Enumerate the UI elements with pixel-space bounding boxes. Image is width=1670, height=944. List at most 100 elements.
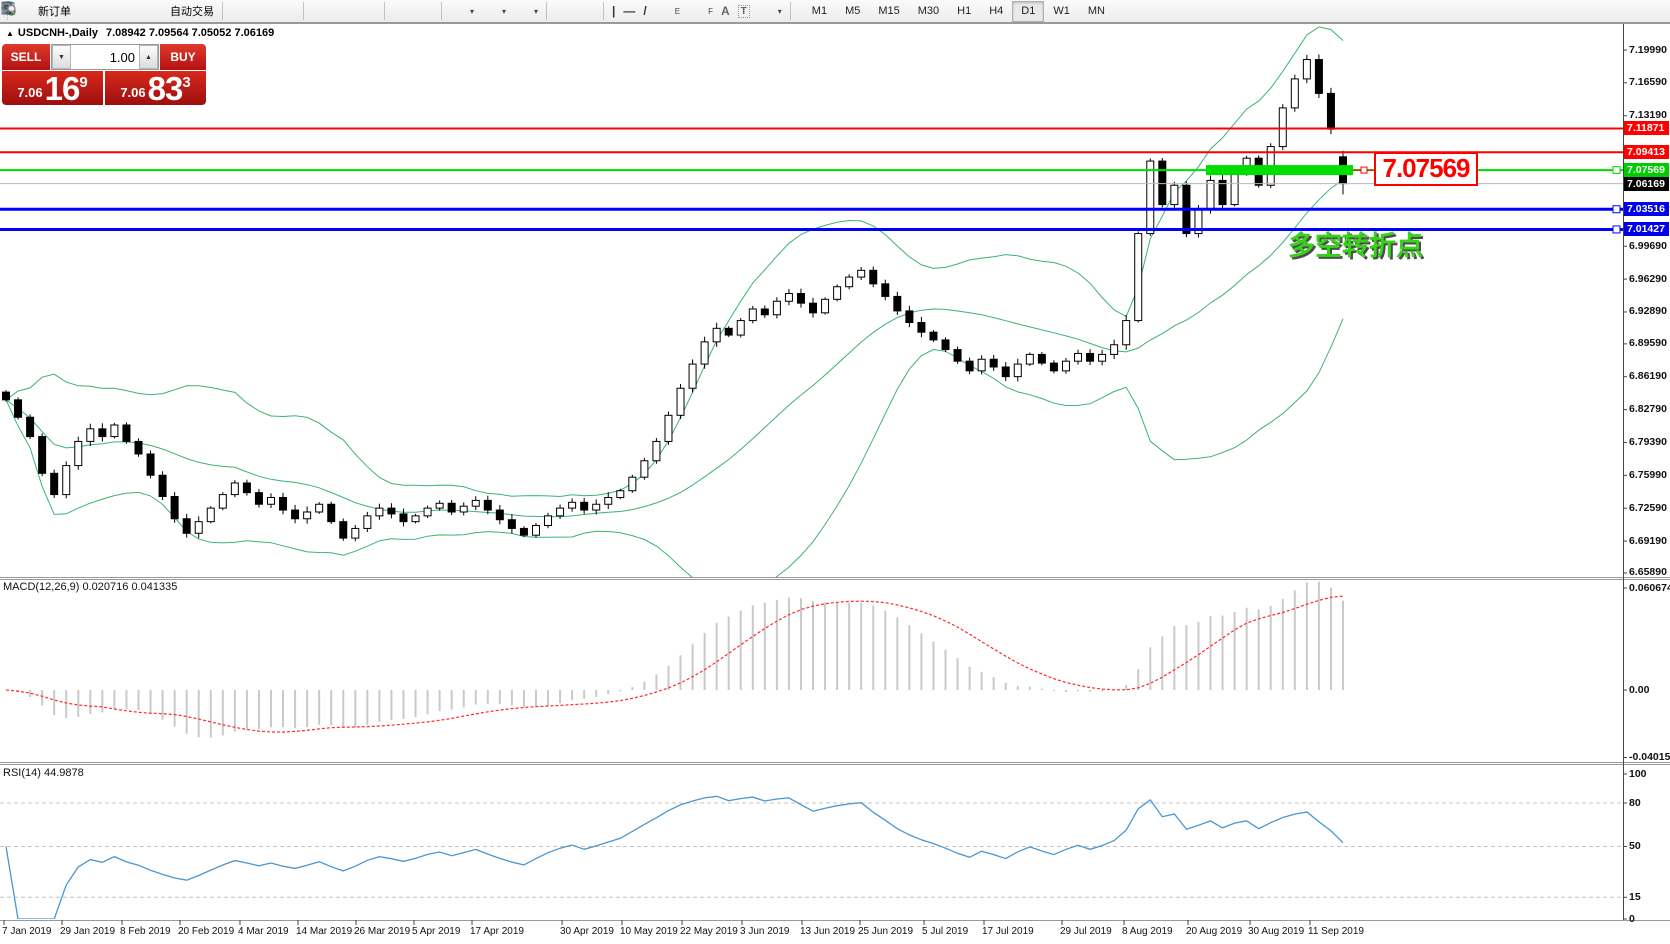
price-axis-tick: 6.72590 — [1629, 501, 1667, 514]
level-price-label-7.01427: 7.01427 — [1624, 222, 1669, 237]
sell-button[interactable]: SELL — [2, 44, 50, 70]
date-axis-label: 8 Feb 2019 — [120, 926, 171, 937]
dropdown-caret-icon: ▾ — [502, 6, 507, 16]
volume-input[interactable] — [71, 45, 139, 69]
price-axis-tick: 6.92890 — [1629, 305, 1667, 318]
date-axis-label: 17 Apr 2019 — [470, 926, 524, 937]
toolbar-separator — [441, 2, 442, 20]
timeframe-m5-button[interactable]: M5 — [845, 4, 861, 17]
price-axis-tick: 6.69190 — [1629, 534, 1667, 547]
date-axis-label: 29 Jan 2019 — [60, 926, 116, 937]
date-axis-label: 3 Jun 2019 — [740, 926, 790, 937]
chat-icon[interactable] — [1, 2, 1664, 19]
text-label-tool-button[interactable]: T — [734, 1, 754, 21]
date-axis-label: 25 Jun 2019 — [858, 926, 914, 937]
date-axis-label: 5 Jul 2019 — [922, 926, 969, 937]
macd-indicator — [5, 581, 1344, 738]
dropdown-caret-icon: ▾ — [777, 6, 782, 16]
text-tool-button[interactable]: A — [717, 1, 734, 21]
rsi-indicator — [0, 795, 1623, 919]
macd-signal-value: 0.041335 — [131, 581, 178, 593]
dropdown-caret-icon: ▾ — [470, 6, 475, 16]
date-axis-label: 29 Jul 2019 — [1060, 926, 1112, 937]
toolbar-separator — [603, 2, 605, 20]
date-axis-label: 14 Mar 2019 — [296, 926, 353, 937]
date-axis-label: 30 Aug 2019 — [1248, 926, 1305, 937]
rsi-axis-tick: 0 — [1629, 912, 1635, 925]
level-price-label-7.11871: 7.11871 — [1624, 121, 1669, 136]
candles-and-bands — [2, 26, 1347, 577]
price-axis-tick: 6.79390 — [1629, 435, 1667, 448]
date-axis-label: 26 Mar 2019 — [354, 926, 411, 937]
main-toolbar: 新订单 自动交易 — [0, 0, 1670, 23]
sell-price-big: 16 — [44, 70, 81, 107]
ohlc-values: 7.08942 7.09564 7.05052 7.06169 — [106, 27, 275, 39]
level-line-handle[interactable] — [1612, 225, 1621, 234]
symbol-period-label: USDCNH-,Daily — [17, 27, 98, 39]
level-price-label-7.09413: 7.09413 — [1624, 145, 1669, 160]
timeframe-buttons: M1 M5 M15 M30 H1 H4 D1 W1 MN — [803, 0, 1114, 22]
timeframe-h4-button[interactable]: H4 — [989, 4, 1004, 17]
rsi-axis-tick: 100 — [1629, 767, 1647, 780]
price-callout-box[interactable]: 7.07569 — [1374, 152, 1478, 186]
date-axis-label: 11 Sep 2019 — [1308, 926, 1364, 937]
text-tool-icon: A — [720, 4, 730, 18]
price-axis-tick: 6.82790 — [1629, 403, 1667, 416]
buy-price-base: 7.06 — [120, 85, 146, 100]
buy-price-sup: 3 — [182, 74, 191, 91]
date-axis-label: 5 Apr 2019 — [412, 926, 461, 937]
sell-price-button[interactable]: 7.06 16 9 — [2, 71, 103, 105]
toolbar-separator — [222, 2, 223, 20]
timeframe-m30-button[interactable]: M30 — [917, 4, 940, 17]
price-axis-tick: 6.96290 — [1629, 272, 1667, 285]
toolbar-separator — [384, 2, 385, 20]
rsi-value: 44.9878 — [43, 767, 84, 779]
rsi-axis-tick: 80 — [1629, 796, 1641, 809]
buy-button[interactable]: BUY — [160, 44, 206, 70]
callout-anchor-handle[interactable] — [1360, 166, 1368, 174]
price-axis-tick: 6.86190 — [1629, 370, 1667, 383]
vertical-line-tool-button[interactable]: | — [608, 1, 619, 21]
volume-increase-button[interactable]: ▲ — [139, 45, 158, 69]
collapse-marker-icon[interactable]: ▲ — [6, 29, 14, 38]
volume-decrease-button[interactable]: ▼ — [52, 45, 71, 69]
macd-main-value: 0.020716 — [82, 581, 129, 593]
level-line-handle[interactable] — [1612, 205, 1621, 214]
level-line-handle[interactable] — [1612, 166, 1621, 175]
date-axis-label: 22 May 2019 — [680, 926, 738, 937]
highlight-zone-bar[interactable] — [1206, 165, 1353, 176]
timeframe-m15-button[interactable]: M15 — [878, 4, 900, 17]
date-axis-label: 30 Apr 2019 — [560, 926, 614, 937]
toolbar-separator — [303, 2, 304, 20]
date-axis-label: 10 May 2019 — [620, 926, 678, 937]
timeframe-mn-button[interactable]: MN — [1087, 4, 1105, 17]
trendline-icon: / — [643, 4, 647, 18]
vertical-line-icon: | — [612, 4, 616, 18]
macd-label: MACD(12,26,9) 0.020716 0.041335 — [3, 581, 178, 593]
horizontal-line-tool-button[interactable]: — — [619, 1, 639, 21]
price-axis-tick: 7.16590 — [1629, 76, 1667, 89]
autotrading-label: 自动交易 — [170, 6, 214, 18]
chinese-annotation-text[interactable]: 多空转折点 — [1288, 231, 1423, 261]
price-axis-tick: 7.13190 — [1629, 109, 1667, 122]
date-axis-label: 20 Feb 2019 — [178, 926, 235, 937]
toolbar-separator — [789, 2, 791, 20]
dropdown-caret-icon: ▾ — [534, 6, 539, 16]
timeframe-h1-button[interactable]: H1 — [957, 4, 972, 17]
timeframe-d1-button[interactable]: D1 — [1012, 0, 1045, 22]
buy-price-button[interactable]: 7.06 83 3 — [105, 71, 206, 105]
chart-window-title: ▲ USDCNH-,Daily 7.08942 7.09564 7.05052 7.… — [6, 27, 274, 39]
trendline-tool-button[interactable]: / — [639, 1, 650, 21]
timeframe-w1-button[interactable]: W1 — [1053, 4, 1070, 17]
timeframe-m1-button[interactable]: M1 — [811, 4, 828, 17]
price-axis-tick: 6.89590 — [1629, 337, 1667, 350]
fibo-letter: F — [708, 6, 713, 16]
date-axis-label: 8 Aug 2019 — [1122, 926, 1173, 937]
price-axis-tick: 6.75990 — [1629, 468, 1667, 481]
macd-axis-tick: -0.040152 — [1629, 750, 1670, 763]
date-axis-label: 4 Mar 2019 — [238, 926, 289, 937]
rsi-label: RSI(14) 44.9878 — [3, 767, 84, 779]
price-axis-tick: 6.99690 — [1629, 239, 1667, 252]
new-order-label: 新订单 — [38, 6, 71, 18]
